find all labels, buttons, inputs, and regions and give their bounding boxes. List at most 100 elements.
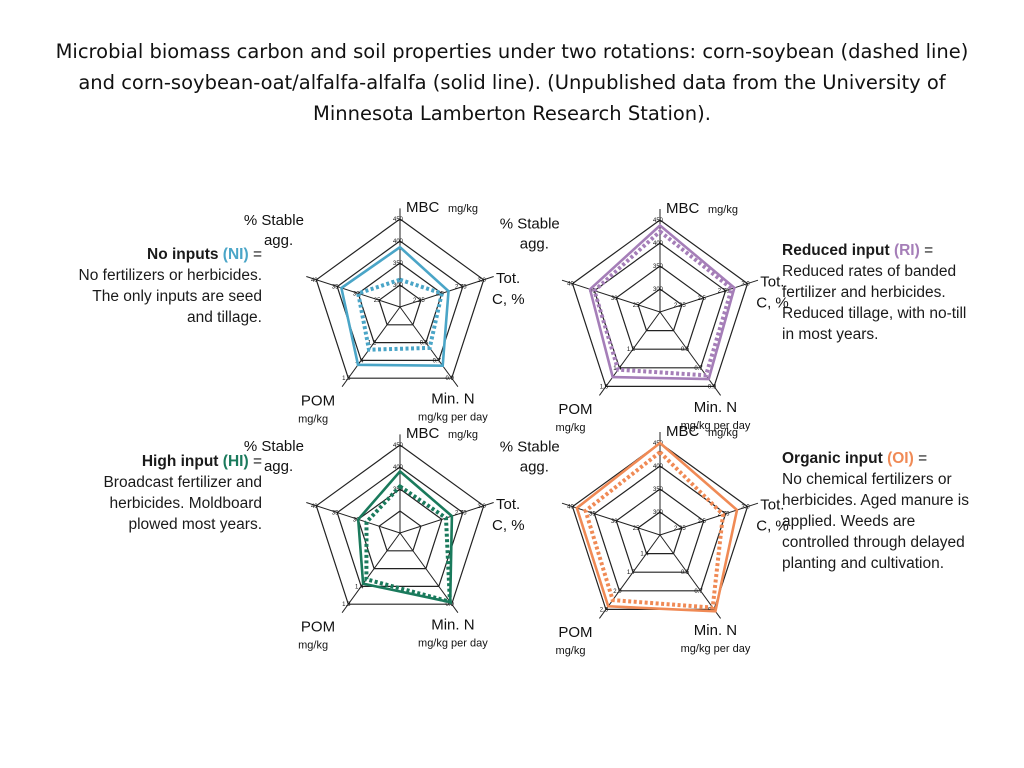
axis-unit: mg/kg bbox=[298, 639, 328, 651]
ni-description: No inputs (NI) = No fertilizers or herbi… bbox=[40, 244, 262, 328]
ri-line-3: Reduced tillage, with no-till bbox=[782, 305, 967, 322]
axis-spoke bbox=[598, 534, 661, 619]
tick-label: 1.8 bbox=[342, 602, 351, 608]
slide-title: Microbial biomass carbon and soil proper… bbox=[55, 40, 969, 125]
axis-label: MBC bbox=[666, 423, 700, 440]
tick-label: 25 bbox=[633, 303, 640, 309]
axis-unit: mg/kg bbox=[708, 204, 738, 216]
grid-ring bbox=[336, 240, 464, 361]
hi-description: High input (HI) = Broadcast fertilizer a… bbox=[40, 451, 262, 535]
tick-label: 2.5 bbox=[698, 519, 707, 525]
grid-ring bbox=[357, 262, 443, 344]
ni-equals: = bbox=[252, 246, 262, 263]
tick-label: 40 bbox=[567, 505, 574, 511]
axis-label: Min. N bbox=[694, 622, 737, 639]
tick-label: 400 bbox=[393, 239, 404, 245]
ri-code: (RI) bbox=[893, 242, 920, 259]
axis-label: Tot. bbox=[496, 496, 520, 513]
axis-label: MBC bbox=[666, 200, 700, 217]
axis-spoke bbox=[399, 532, 459, 613]
grid-ring bbox=[615, 265, 705, 350]
axis-unit: mg/kg bbox=[298, 413, 328, 425]
tick-label: 400 bbox=[653, 241, 664, 247]
grid-ring bbox=[378, 284, 422, 326]
ni-line-2: The only inputs are seed bbox=[92, 288, 262, 305]
tick-label: 400 bbox=[393, 465, 404, 471]
axis-label: agg. bbox=[264, 458, 293, 475]
hi-code: (HI) bbox=[222, 453, 249, 470]
grid-ring bbox=[315, 218, 485, 379]
axis-unit: mg/kg bbox=[556, 645, 586, 657]
tick-label: 1.6 bbox=[342, 376, 351, 382]
tick-label: 0.5 bbox=[420, 341, 429, 347]
tick-label: 1.4 bbox=[355, 584, 364, 590]
oi-name: Organic input bbox=[782, 450, 883, 467]
axis-label: Tot. bbox=[760, 497, 784, 514]
tick-label: 30 bbox=[611, 296, 618, 302]
tick-label: 300 bbox=[393, 283, 404, 289]
axis-spoke bbox=[341, 306, 401, 387]
axis-label: agg. bbox=[520, 459, 549, 476]
tick-label: 0.7 bbox=[694, 589, 703, 595]
series-dashed-line bbox=[364, 483, 453, 605]
hi-line-1: Broadcast fertilizer and bbox=[103, 474, 262, 491]
axis-label: % Stable bbox=[500, 439, 560, 456]
tick-label: 25 bbox=[374, 298, 381, 304]
ni-heading: No inputs (NI) = bbox=[40, 244, 262, 265]
axis-unit: mg/kg bbox=[556, 422, 586, 434]
axis-spoke bbox=[561, 279, 661, 313]
tick-label: 0.5 bbox=[681, 347, 690, 353]
tick-label: 450 bbox=[653, 218, 664, 224]
tick-label: 3.0 bbox=[741, 505, 750, 511]
tick-label: 350 bbox=[653, 264, 664, 270]
tick-label: 2.75 bbox=[455, 511, 467, 517]
axis-unit: mg/kg per day bbox=[418, 637, 488, 649]
ri-description: Reduced input (RI) = Reduced rates of ba… bbox=[782, 240, 1014, 345]
tick-label: 2.25 bbox=[413, 298, 425, 304]
axis-unit: mg/kg bbox=[448, 203, 478, 215]
axis-label: POM bbox=[558, 401, 592, 418]
grid-ring bbox=[378, 510, 422, 552]
axis-label: MBC bbox=[406, 199, 440, 216]
radar-chart-ri: 300 350 400 450 2.25 2.5 2.75 3.0 0.5 0.7 0.9 1.2 1.… bbox=[500, 200, 789, 434]
axis-label: POM bbox=[558, 624, 592, 641]
hi-heading: High input (HI) = bbox=[40, 451, 262, 472]
ni-code: (NI) bbox=[222, 246, 249, 263]
tick-label: 2.0 bbox=[613, 589, 622, 595]
axis-unit: mg/kg bbox=[448, 429, 478, 441]
grid-ring bbox=[315, 444, 485, 605]
radar-chart-ni: 3003504004502.252.52.753.00.50.70.91.21.… bbox=[244, 199, 525, 425]
axis-unit: mg/kg per day bbox=[681, 643, 751, 655]
series-solid-line bbox=[339, 245, 450, 368]
oi-line-1: No chemical fertilizers or bbox=[782, 471, 952, 488]
grid-ring bbox=[357, 488, 443, 570]
axis-label: Min. N bbox=[431, 390, 474, 407]
axis-label: C, % bbox=[756, 295, 789, 312]
tick-label: 350 bbox=[393, 261, 404, 267]
grid-ring bbox=[593, 242, 727, 369]
axis-label: C, % bbox=[756, 518, 789, 535]
tick-label: 0.9 bbox=[708, 384, 717, 390]
axis-spoke bbox=[659, 311, 722, 396]
tick-label: 3.0 bbox=[478, 504, 487, 510]
tick-label: 0.7 bbox=[433, 358, 442, 364]
ri-line-2: fertilizer and herbicides. bbox=[782, 284, 946, 301]
axis-unit: mg/kg per day bbox=[681, 420, 751, 432]
axis-spoke bbox=[341, 532, 401, 613]
axis-spoke bbox=[659, 534, 722, 619]
tick-label: 1.2 bbox=[627, 347, 636, 353]
tick-label: 1.7 bbox=[627, 570, 636, 576]
tick-label: 0.9 bbox=[446, 602, 455, 608]
oi-description: Organic input (OI) = No chemical fertili… bbox=[782, 448, 1014, 574]
tick-label: 350 bbox=[653, 487, 664, 493]
axis-label: Tot. bbox=[760, 274, 784, 291]
axis-label: POM bbox=[301, 618, 335, 635]
axis-spoke bbox=[659, 279, 759, 313]
tick-label: 0.5 bbox=[681, 570, 690, 576]
tick-label: 3.0 bbox=[478, 278, 487, 284]
tick-label: 1.4 bbox=[640, 552, 649, 558]
tick-label: 2.3 bbox=[600, 607, 609, 613]
axis-label: agg. bbox=[264, 232, 293, 249]
axis-label: Tot. bbox=[496, 270, 520, 287]
